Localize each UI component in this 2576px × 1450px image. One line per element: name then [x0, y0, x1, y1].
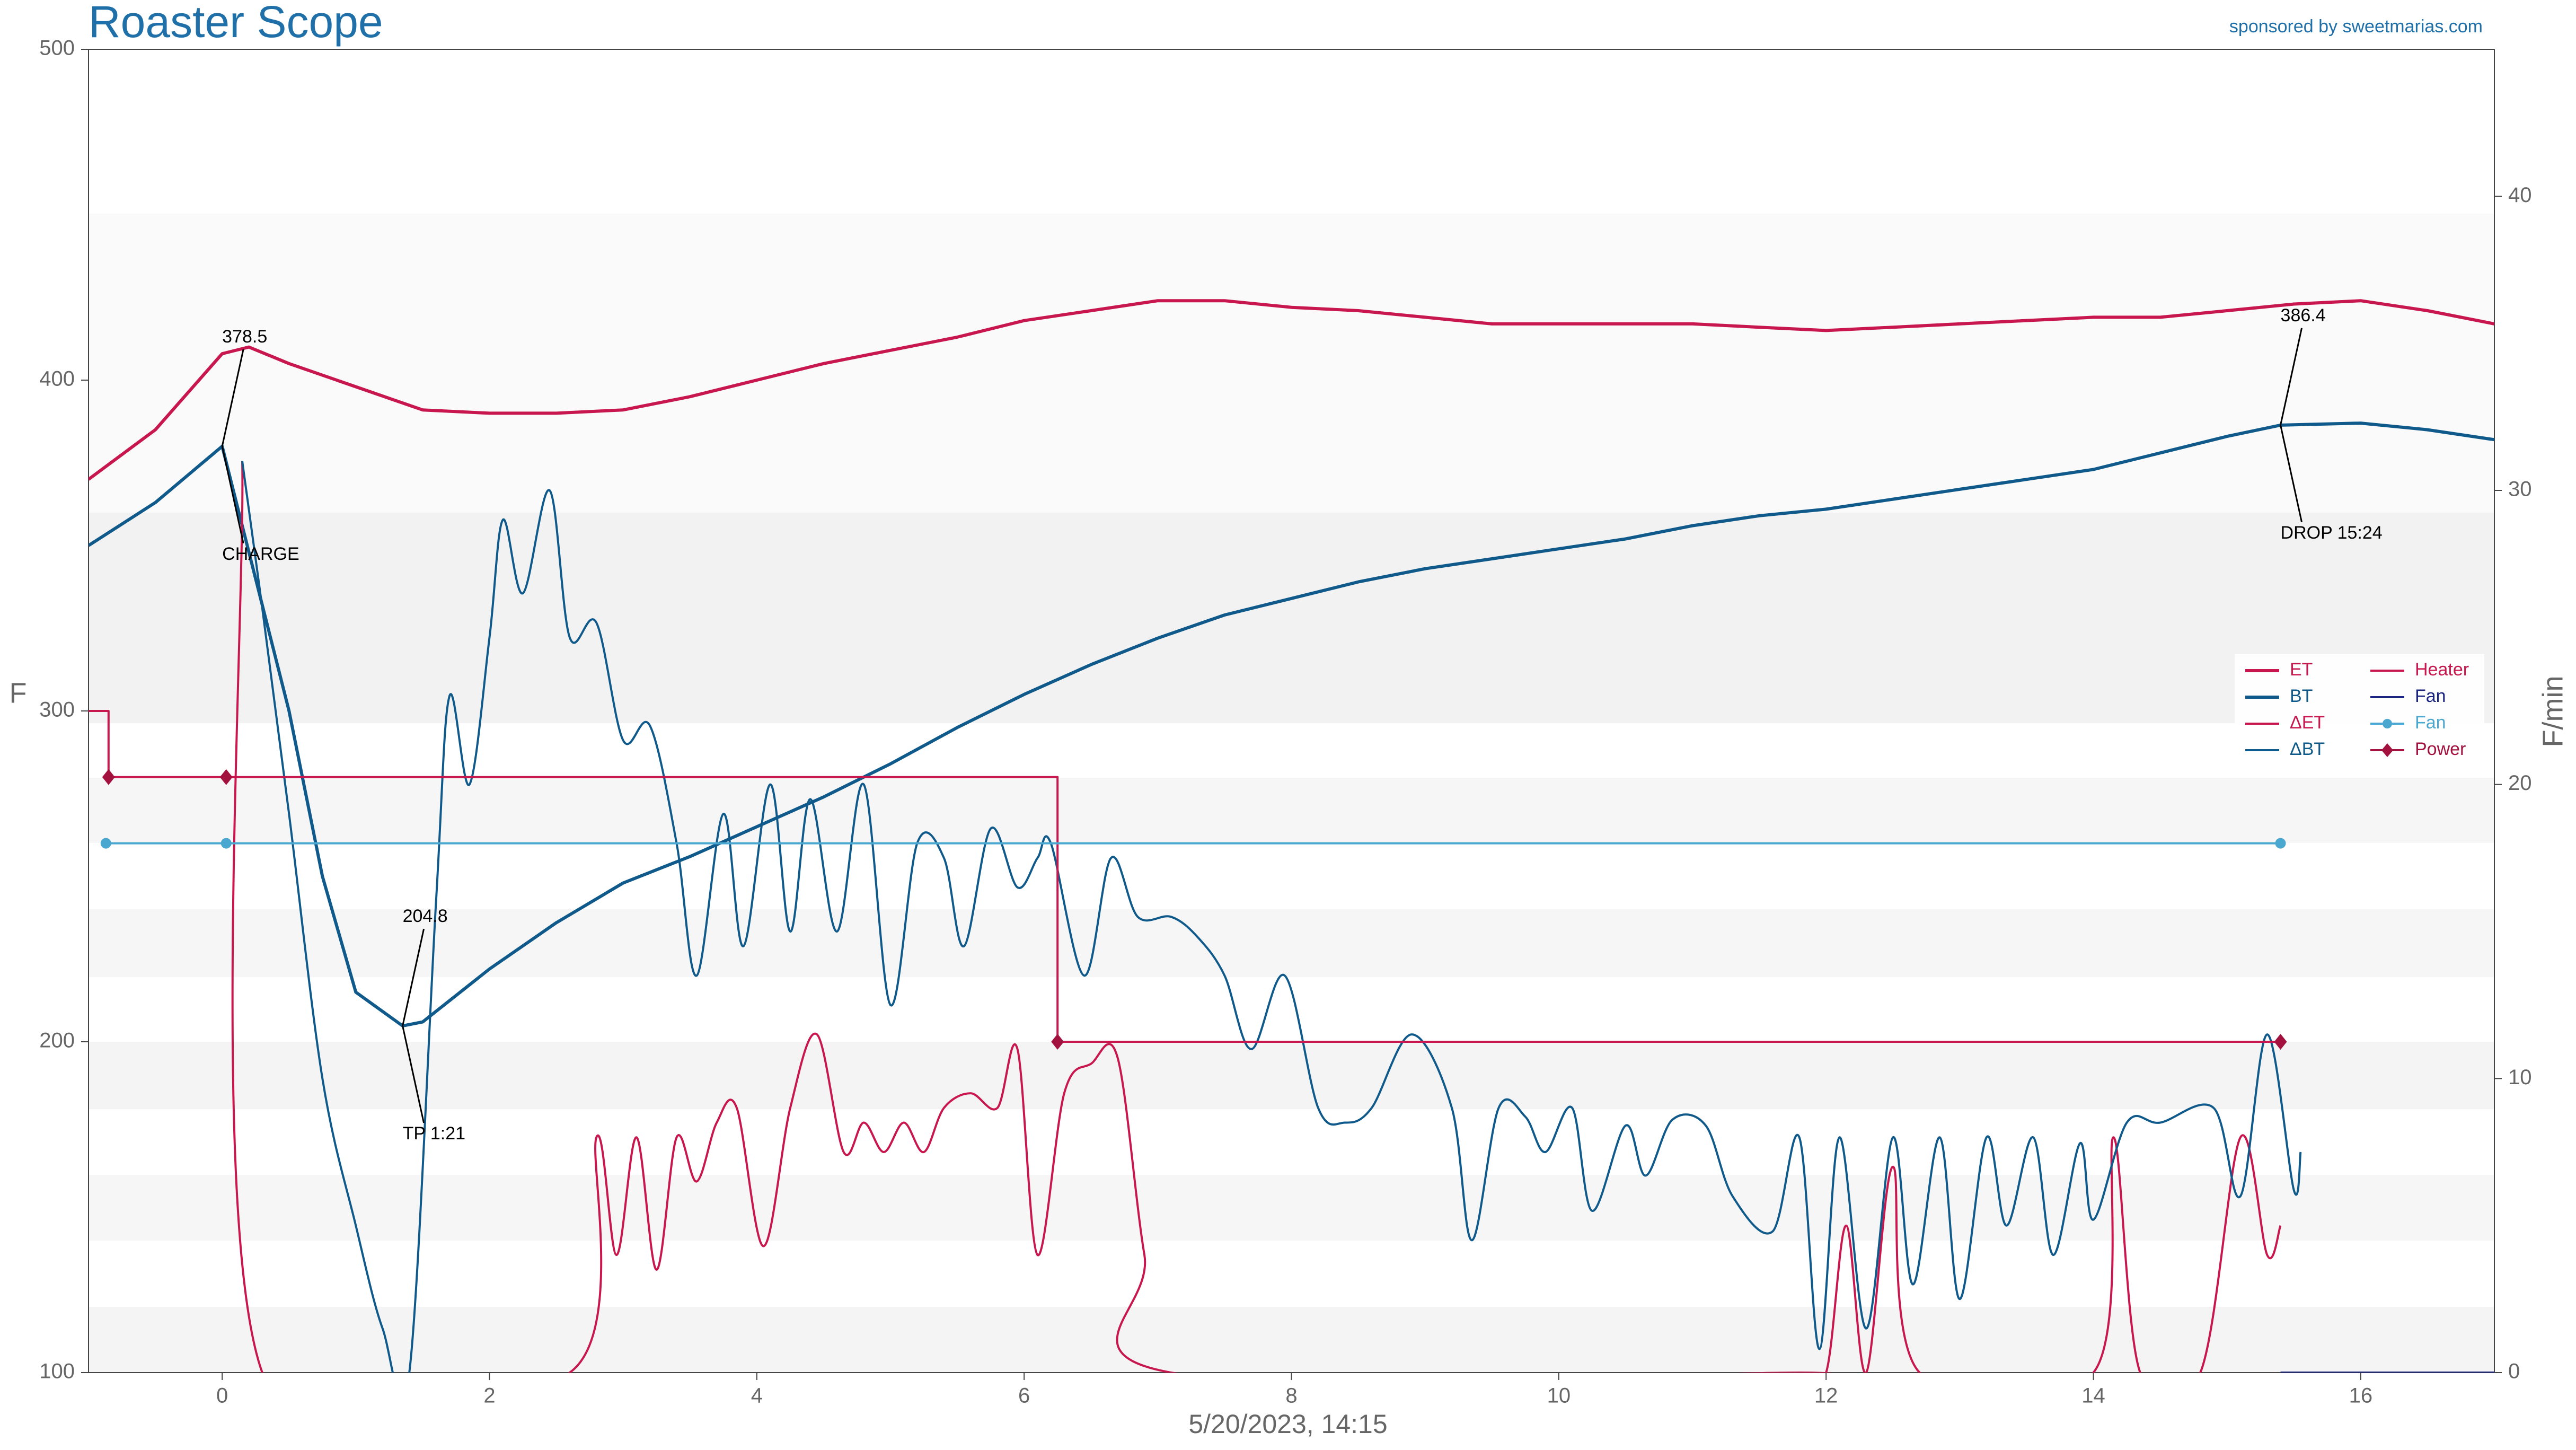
- marker: [2275, 838, 2286, 849]
- y2-axis-label: F/min: [2537, 676, 2569, 748]
- marker: [219, 769, 233, 785]
- legend-label: ΔET: [2290, 713, 2325, 733]
- x-tick-label: 10: [1547, 1384, 1571, 1408]
- y-tick-label: 200: [39, 1029, 75, 1052]
- annotation: TP 1:21: [403, 1123, 465, 1144]
- x-tick-label: 4: [751, 1384, 763, 1408]
- subtitle: sponsored by sweetmarias.com: [2229, 16, 2483, 37]
- legend-label: ET: [2290, 660, 2313, 680]
- annotation-leader: [221, 446, 244, 544]
- marker: [2274, 1034, 2287, 1050]
- y-axis-label: F: [10, 677, 27, 709]
- annotation-leader: [402, 928, 425, 1026]
- band: [89, 214, 2494, 513]
- y2-tick-label: 30: [2508, 478, 2532, 501]
- y-tick-label: 400: [39, 367, 75, 391]
- series-line: [89, 299, 2494, 481]
- x-tick-label: 16: [2349, 1384, 2373, 1408]
- x-tick-label: 12: [1814, 1384, 1838, 1408]
- band: [89, 513, 2494, 723]
- x-tick-label: 6: [1018, 1384, 1030, 1408]
- y-tick-label: 500: [39, 37, 75, 60]
- band: [89, 1175, 2494, 1241]
- series-line: [89, 710, 2281, 1043]
- legend-label: BT: [2290, 686, 2313, 706]
- band: [89, 778, 2494, 843]
- y2-tick-label: 40: [2508, 183, 2532, 207]
- band: [89, 1042, 2494, 1109]
- legend-box: [2235, 654, 2484, 766]
- x-tick-label: 8: [1285, 1384, 1297, 1408]
- series-line: [241, 461, 2302, 1373]
- annotation-leader: [402, 1025, 425, 1123]
- legend-label: Heater: [2415, 660, 2469, 680]
- annotation: 204.8: [403, 906, 448, 926]
- chart-title: Roaster Scope: [89, 0, 383, 47]
- annotation: DROP 15:24: [2281, 523, 2383, 543]
- series-layer: [89, 299, 2494, 1373]
- background-bands: [89, 214, 2494, 1373]
- y2-tick-label: 10: [2508, 1066, 2532, 1089]
- annotation: 378.5: [222, 327, 267, 347]
- y-tick-label: 100: [39, 1360, 75, 1383]
- y2-tick-label: 20: [2508, 771, 2532, 795]
- x-tick-label: 2: [483, 1384, 495, 1408]
- legend-label: ΔBT: [2290, 739, 2325, 759]
- y-tick-label: 300: [39, 698, 75, 722]
- legend-label: Fan: [2415, 713, 2446, 733]
- marker: [220, 838, 232, 849]
- x-tick-label: 0: [216, 1384, 228, 1408]
- marker: [102, 769, 115, 785]
- legend-marker: [2381, 743, 2393, 757]
- band: [89, 1307, 2494, 1373]
- marker: [100, 838, 111, 849]
- band: [89, 909, 2494, 977]
- annotation-leader: [221, 349, 244, 447]
- series-line: [231, 461, 2282, 1373]
- legend-label: Fan: [2415, 686, 2446, 706]
- legend-label: Power: [2415, 739, 2466, 759]
- series-line: [89, 421, 2494, 1027]
- x-axis-label: 5/20/2023, 14:15: [1188, 1409, 1387, 1439]
- annotation-leader: [2280, 425, 2302, 523]
- y2-tick-label: 0: [2508, 1360, 2520, 1383]
- legend-marker: [2383, 719, 2392, 728]
- marker: [1051, 1034, 1064, 1050]
- annotation: 386.4: [2281, 305, 2326, 326]
- annotation: CHARGE: [222, 544, 299, 564]
- annotation-leader: [2280, 328, 2302, 426]
- x-tick-label: 14: [2081, 1384, 2105, 1408]
